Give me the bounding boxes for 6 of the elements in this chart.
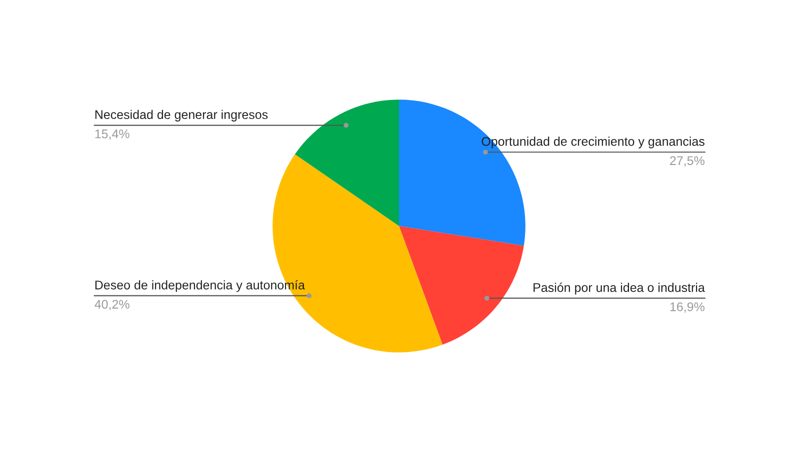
data-label: 27,5% [670, 156, 704, 167]
slice-label: Pasión por una idea o industria [534, 282, 705, 294]
data-label: 16,9% [670, 302, 704, 313]
slice-label: Necesidad de generar ingresos [95, 110, 268, 122]
data-label: 15,4% [95, 129, 130, 140]
data-label: 40,2% [94, 300, 130, 310]
